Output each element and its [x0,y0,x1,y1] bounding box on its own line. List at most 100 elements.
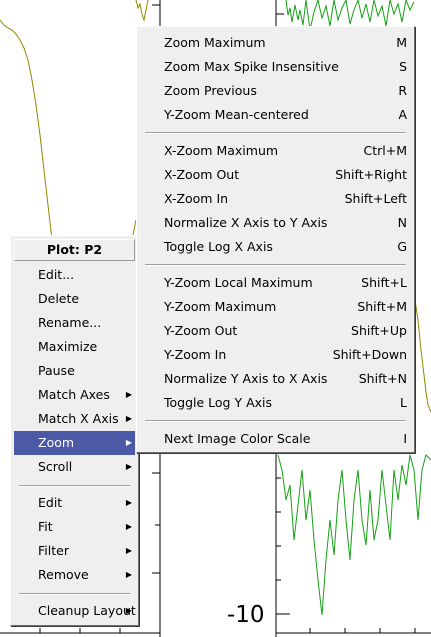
submenu-arrow-icon: ▶ [125,462,132,471]
menu-item-rename[interactable]: Rename... [14,311,135,335]
menu-item-label: Zoom Previous [164,83,257,98]
plot-context-menu[interactable]: Plot: P2 Edit... Delete Rename... Maximi… [10,235,139,626]
menu-item-shortcut: Shift+M [357,299,407,314]
menu-item-label: Edit [38,495,63,510]
zoom-item-x-in[interactable]: X-Zoom In Shift+Left [140,187,411,211]
menu-item-label: Match Axes [38,387,110,402]
left-plot-right-ticks [152,4,160,574]
menu-item-label: Normalize X Axis to Y Axis [164,215,328,230]
menu-item-pause[interactable]: Pause [14,359,135,383]
right-plot-y-ticks [276,13,290,615]
menu-item-shortcut: Ctrl+M [363,143,408,158]
zoom-item-normalize-y-to-x[interactable]: Normalize Y Axis to X Axis Shift+N [140,367,411,391]
menu-separator [145,420,406,422]
menu-item-match-axes[interactable]: Match Axes ▶ [14,383,135,407]
menu-item-shortcut: R [398,83,407,98]
zoom-item-y-maximum[interactable]: Y-Zoom Maximum Shift+M [140,295,411,319]
menu-item-shortcut: S [399,59,407,74]
zoom-item-previous[interactable]: Zoom Previous R [140,79,411,103]
menu-item-label: Filter [38,543,69,558]
submenu-arrow-icon: ▶ [125,498,132,507]
zoom-item-max-spike-insensitive[interactable]: Zoom Max Spike Insensitive S [140,55,411,79]
zoom-item-y-in[interactable]: Y-Zoom In Shift+Down [140,343,411,367]
submenu-arrow-icon: ▶ [125,570,132,579]
menu-item-label: Remove [38,567,89,582]
submenu-arrow-icon: ▶ [125,522,132,531]
menu-item-label: Fit [38,519,53,534]
menu-item-remove[interactable]: Remove ▶ [14,563,135,587]
menu-item-label: Delete [38,291,80,306]
zoom-item-x-out[interactable]: X-Zoom Out Shift+Right [140,163,411,187]
menu-item-label: Y-Zoom Mean-centered [164,107,309,122]
zoom-item-maximum[interactable]: Zoom Maximum M [140,31,411,55]
menu-item-maximize[interactable]: Maximize [14,335,135,359]
menu-item-shortcut: I [403,431,407,446]
zoom-item-y-mean-centered[interactable]: Y-Zoom Mean-centered A [140,103,411,127]
menu-item-shortcut: Shift+L [361,275,407,290]
menu-item-label: Pause [38,363,75,378]
menu-item-label: X-Zoom Maximum [164,143,279,158]
menu-separator [19,593,130,595]
menu-item-shortcut: Shift+Left [344,191,407,206]
menu-item-delete[interactable]: Delete [14,287,135,311]
menu-item-label: Scroll [38,459,73,474]
right-plot-x-ticks [309,628,416,633]
menu-separator [145,264,406,266]
menu-separator [145,132,406,134]
zoom-item-toggle-log-x[interactable]: Toggle Log X Axis G [140,235,411,259]
zoom-item-normalize-x-to-y[interactable]: Normalize X Axis to Y Axis N [140,211,411,235]
menu-item-label: X-Zoom Out [164,167,240,182]
y-axis-tick-label: -10 [227,602,265,628]
menu-item-filter[interactable]: Filter ▶ [14,539,135,563]
menu-item-shortcut: Shift+Right [335,167,407,182]
menu-item-label: Cleanup Layout [38,603,136,618]
menu-item-shortcut: Shift+Up [351,323,407,338]
menu-item-label: Y-Zoom In [164,347,227,362]
menu-item-shortcut: M [396,35,407,50]
submenu-arrow-icon: ▶ [125,438,132,447]
menu-item-cleanup-layout[interactable]: Cleanup Layout ▶ [14,599,136,623]
submenu-arrow-icon: ▶ [125,414,132,423]
menu-item-label: Zoom [38,435,75,450]
right-plot-curve-green [277,0,431,616]
menu-item-label: Normalize Y Axis to X Axis [164,371,328,386]
zoom-item-x-maximum[interactable]: X-Zoom Maximum Ctrl+M [140,139,411,163]
menu-title: Plot: P2 [14,239,135,261]
menu-item-shortcut: A [398,107,407,122]
zoom-item-y-out[interactable]: Y-Zoom Out Shift+Up [140,319,411,343]
zoom-submenu[interactable]: Zoom Maximum M Zoom Max Spike Insensitive… [136,26,415,453]
menu-item-label: Y-Zoom Local Maximum [164,275,313,290]
menu-item-label: Next Image Color Scale [164,431,311,446]
left-plot-curve-top [135,0,149,22]
menu-item-shortcut: Shift+Down [332,347,407,362]
menu-item-label: Toggle Log X Axis [164,239,273,254]
submenu-arrow-icon: ▶ [125,546,132,555]
left-plot-x-ticks [39,628,121,633]
menu-item-match-x-axis[interactable]: Match X Axis ▶ [14,407,135,431]
menu-item-zoom[interactable]: Zoom ▶ [14,431,135,455]
menu-item-label: Match X Axis [38,411,119,426]
zoom-item-y-local-maximum[interactable]: Y-Zoom Local Maximum Shift+L [140,271,411,295]
menu-item-label: X-Zoom In [164,191,229,206]
zoom-item-toggle-log-y[interactable]: Toggle Log Y Axis L [140,391,411,415]
menu-item-edit[interactable]: Edit ▶ [14,491,135,515]
menu-item-shortcut: G [397,239,407,254]
menu-item-label: Zoom Maximum [164,35,266,50]
menu-item-scroll[interactable]: Scroll ▶ [14,455,135,479]
zoom-item-next-color-scale[interactable]: Next Image Color Scale I [140,427,411,451]
menu-item-edit-dialog[interactable]: Edit... [14,263,135,287]
menu-item-label: Edit... [38,267,75,282]
menu-item-label: Zoom Max Spike Insensitive [164,59,339,74]
right-plot-curve-olive [414,299,431,413]
menu-item-label: Toggle Log Y Axis [164,395,273,410]
submenu-arrow-icon: ▶ [125,606,132,615]
menu-item-fit[interactable]: Fit ▶ [14,515,135,539]
menu-item-shortcut: L [400,395,407,410]
menu-item-shortcut: Shift+N [358,371,407,386]
menu-item-label: Rename... [38,315,102,330]
menu-item-label: Maximize [38,339,98,354]
submenu-arrow-icon: ▶ [125,390,132,399]
menu-item-label: Y-Zoom Out [164,323,238,338]
menu-item-label: Y-Zoom Maximum [164,299,277,314]
menu-separator [19,485,130,487]
